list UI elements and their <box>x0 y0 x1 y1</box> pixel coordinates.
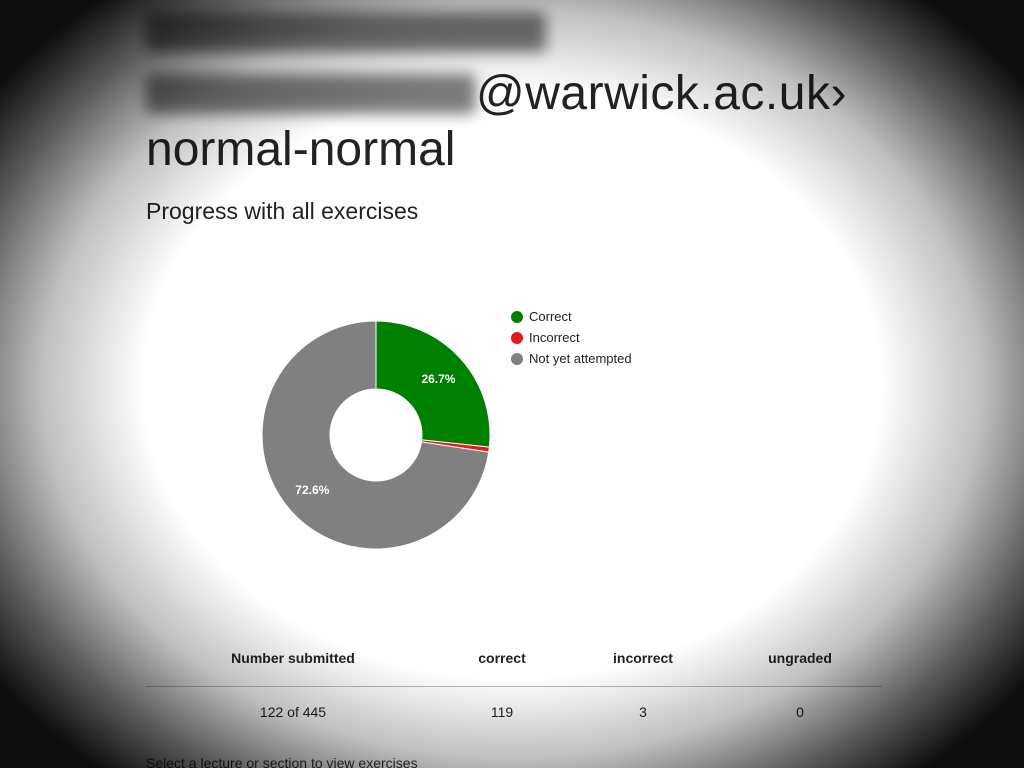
cell-incorrect: 3 <box>639 704 647 720</box>
slice-label-not-yet-attempted: 72.6% <box>295 483 329 497</box>
cell-ungraded: 0 <box>796 704 804 720</box>
legend-marker-correct[interactable] <box>511 311 523 323</box>
header-incorrect: incorrect <box>613 650 673 666</box>
legend-label-incorrect[interactable]: Incorrect <box>529 330 580 345</box>
header-number-submitted: Number submitted <box>231 650 355 666</box>
legend-marker-not-yet-attempted[interactable] <box>511 353 523 365</box>
cell-number-submitted: 122 of 445 <box>259 704 327 720</box>
header-ungraded: ungraded <box>768 650 832 666</box>
header-correct: correct <box>478 650 526 666</box>
progress-donut-chart: 26.7% 72.6% Correct Incorrect Not yet attem… <box>261 309 632 550</box>
legend-label-correct[interactable]: Correct <box>529 309 572 324</box>
table-divider <box>146 686 882 687</box>
slice-label-correct: 26.7% <box>421 372 455 386</box>
cell-correct: 119 <box>490 704 514 720</box>
footer-instruction: Select a lecture or section to view exer… <box>146 755 418 768</box>
legend-marker-incorrect[interactable] <box>511 332 523 344</box>
legend-label-not-yet-attempted[interactable]: Not yet attempted <box>529 351 632 366</box>
